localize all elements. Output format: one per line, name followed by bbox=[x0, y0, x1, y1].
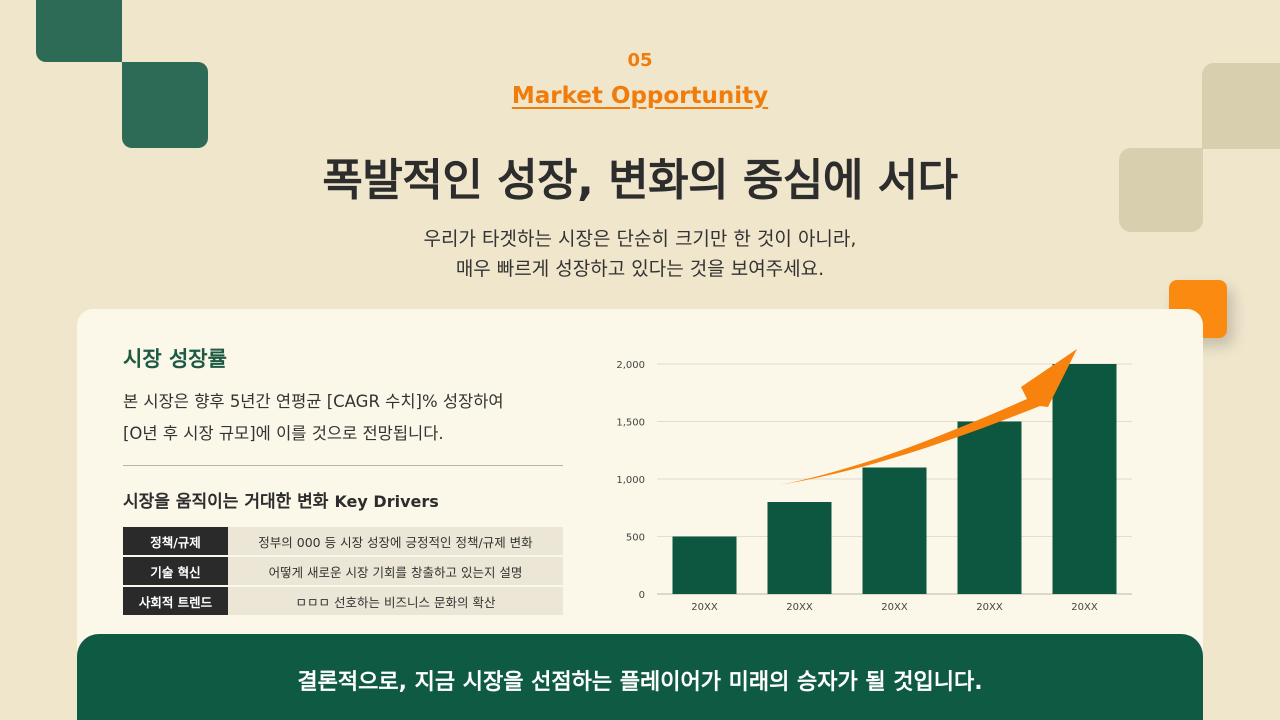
bar bbox=[862, 467, 927, 594]
conclusion-text: 결론적으로, 지금 시장을 선점하는 플레이어가 미래의 승자가 될 것입니다. bbox=[297, 670, 983, 695]
bar bbox=[1052, 364, 1117, 594]
bar bbox=[672, 536, 737, 594]
market-growth-chart: 0 500 1,000 1,500 2,000 20XX 20XX 20XX 20XX 20XX bbox=[616, 349, 1132, 613]
decorative-block bbox=[36, 0, 122, 62]
bar bbox=[767, 502, 832, 594]
y-tick-label: 2,000 bbox=[616, 360, 645, 371]
y-tick-label: 1,500 bbox=[616, 418, 645, 429]
x-tick-label: 20XX bbox=[691, 602, 718, 613]
page-title: 폭발적인 성장, 변화의 중심에 서다 bbox=[322, 155, 958, 206]
driver-value: 어떻게 새로운 시장 기회를 창출하고 있는지 설명 bbox=[228, 557, 563, 585]
growth-description: 본 시장은 향후 5년간 연평균 [CAGR 수치]% 성장하여 [O년 후 시… bbox=[123, 386, 563, 450]
drivers-title-ko: 시장을 움직이는 거대한 변화 bbox=[123, 492, 329, 512]
decorative-block bbox=[122, 62, 208, 148]
subtitle-line: 매우 빠르게 성장하고 있다는 것을 보여주세요. bbox=[455, 258, 825, 280]
growth-title: 시장 성장률 bbox=[123, 347, 227, 371]
growth-line: [O년 후 시장 규모]에 이를 것으로 전망됩니다. bbox=[123, 424, 444, 443]
drivers-title-en: Key Drivers bbox=[334, 492, 439, 511]
subtitle-line: 우리가 타겟하는 시장은 단순히 크기만 한 것이 아니라, bbox=[423, 228, 857, 250]
conclusion-banner: 결론적으로, 지금 시장을 선점하는 플레이어가 미래의 승자가 될 것입니다. bbox=[77, 634, 1203, 720]
section-number: 05 bbox=[627, 50, 653, 71]
decorative-block bbox=[1202, 63, 1280, 149]
y-tick-label: 500 bbox=[626, 533, 645, 544]
driver-key: 정책/규제 bbox=[123, 527, 228, 555]
section-title: Market Opportunity bbox=[511, 83, 769, 109]
x-tick-label: 20XX bbox=[1071, 602, 1098, 613]
table-row: 사회적 트렌드 ㅁㅁㅁ 선호하는 비즈니스 문화의 확산 bbox=[123, 587, 563, 615]
table-row: 기술 혁신 어떻게 새로운 시장 기회를 창출하고 있는지 설명 bbox=[123, 557, 563, 585]
divider bbox=[123, 465, 563, 466]
driver-key: 기술 혁신 bbox=[123, 557, 228, 585]
bar bbox=[957, 421, 1022, 594]
drivers-title: 시장을 움직이는 거대한 변화 Key Drivers bbox=[123, 487, 439, 512]
y-tick-label: 1,000 bbox=[616, 475, 645, 486]
growth-line: 본 시장은 향후 5년간 연평균 [CAGR 수치]% 성장하여 bbox=[123, 392, 504, 411]
growth-arrow-icon bbox=[780, 349, 1077, 485]
driver-key: 사회적 트렌드 bbox=[123, 587, 228, 615]
subtitle: 우리가 타겟하는 시장은 단순히 크기만 한 것이 아니라, 매우 빠르게 성장… bbox=[0, 224, 1280, 284]
y-tick-label: 0 bbox=[639, 590, 645, 601]
x-tick-label: 20XX bbox=[881, 602, 908, 613]
x-tick-label: 20XX bbox=[786, 602, 813, 613]
table-row: 정책/규제 정부의 000 등 시장 성장에 긍정적인 정책/규제 변화 bbox=[123, 527, 563, 555]
x-tick-label: 20XX bbox=[976, 602, 1003, 613]
driver-value: 정부의 000 등 시장 성장에 긍정적인 정책/규제 변화 bbox=[228, 527, 563, 555]
driver-value: ㅁㅁㅁ 선호하는 비즈니스 문화의 확산 bbox=[228, 587, 563, 615]
decorative-block bbox=[1119, 148, 1203, 232]
drivers-table: 정책/규제 정부의 000 등 시장 성장에 긍정적인 정책/규제 변화 기술 … bbox=[123, 525, 563, 617]
